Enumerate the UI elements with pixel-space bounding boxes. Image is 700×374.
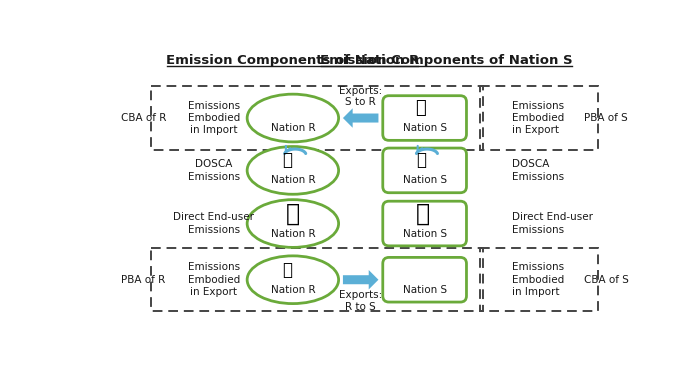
Text: Exports:
R to S: Exports: R to S [339,291,382,312]
Text: 🏭: 🏭 [281,261,292,279]
Text: Nation S: Nation S [402,123,447,133]
Ellipse shape [247,256,339,304]
Ellipse shape [247,94,339,142]
Ellipse shape [247,200,339,247]
Text: Exports:
S to R: Exports: S to R [339,86,382,107]
FancyBboxPatch shape [383,201,466,246]
Text: PBA of R: PBA of R [121,275,165,285]
Text: DOSCA
Emissions: DOSCA Emissions [512,159,564,182]
Text: Nation R: Nation R [271,285,315,295]
Text: 🏭: 🏭 [416,151,426,169]
Text: Emissions
Embodied
in Export: Emissions Embodied in Export [512,101,564,135]
FancyBboxPatch shape [383,148,466,193]
Text: Emissions
Embodied
in Import: Emissions Embodied in Import [188,101,240,135]
Text: 🏭: 🏭 [281,151,292,169]
Text: CBA of R: CBA of R [120,113,166,123]
Text: Nation S: Nation S [402,229,447,239]
Text: PBA of S: PBA of S [584,113,628,123]
Text: Nation R: Nation R [271,229,315,239]
Text: Emissions
Embodied
in Export: Emissions Embodied in Export [188,262,240,297]
Text: Nation S: Nation S [402,285,447,295]
Text: Nation S: Nation S [402,175,447,186]
Text: Direct End-user
Emissions: Direct End-user Emissions [174,212,254,235]
Ellipse shape [247,147,339,194]
Text: Nation R: Nation R [271,175,315,186]
Text: 🏭: 🏭 [415,99,426,117]
Text: Emission Components of Nation R: Emission Components of Nation R [167,54,419,67]
Text: DOSCA
Emissions: DOSCA Emissions [188,159,240,182]
Text: Emission Components of Nation S: Emission Components of Nation S [320,54,573,67]
Text: Nation R: Nation R [271,123,315,133]
Text: 🚗: 🚗 [286,202,300,226]
Text: 🚗: 🚗 [416,202,430,226]
FancyBboxPatch shape [383,96,466,140]
Text: CBA of S: CBA of S [584,275,629,285]
FancyBboxPatch shape [383,257,466,302]
Text: Direct End-user
Emissions: Direct End-user Emissions [512,212,593,235]
Text: Emissions
Embodied
in Import: Emissions Embodied in Import [512,262,564,297]
